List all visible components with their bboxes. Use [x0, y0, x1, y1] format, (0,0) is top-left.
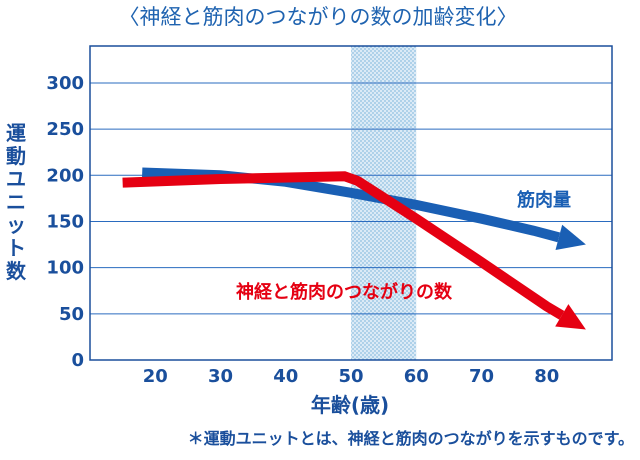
y-tick-label: 50 — [59, 304, 84, 325]
series-arrowhead — [555, 224, 586, 250]
footnote: ＊運動ユニットとは、神経と筋肉のつながりを示すものです。 — [188, 429, 634, 448]
x-axis-label: 年齢(歳) — [311, 393, 389, 417]
series-label: 神経と筋肉のつながりの数 — [236, 281, 453, 303]
y-tick-label: 300 — [46, 73, 84, 94]
x-tick-label: 70 — [469, 366, 494, 387]
x-tick-label: 50 — [338, 366, 363, 387]
y-tick-label: 200 — [46, 165, 84, 186]
y-axis-label: 運動ユニット数 — [6, 121, 27, 283]
y-tick-label: 100 — [46, 258, 84, 279]
series-line — [122, 171, 565, 320]
x-tick-label: 40 — [273, 366, 298, 387]
series-label: 筋肉量 — [517, 189, 571, 211]
y-tick-label: 250 — [46, 119, 84, 140]
x-tick-label: 20 — [143, 366, 168, 387]
x-tick-label: 80 — [534, 366, 559, 387]
y-tick-label: 150 — [46, 211, 84, 232]
y-tick-labels: 0 50 100 150 200 250 300 — [46, 73, 84, 371]
y-tick-label: 0 — [71, 350, 84, 371]
x-tick-label: 60 — [404, 366, 429, 387]
x-tick-labels: 20 30 40 50 60 70 80 — [143, 366, 560, 387]
series-arrowhead — [555, 304, 586, 330]
x-tick-label: 30 — [208, 366, 233, 387]
plot-frame — [89, 45, 613, 361]
chart-title: 〈神経と筋肉のつながりの数の加齢変化〉 — [119, 5, 518, 29]
